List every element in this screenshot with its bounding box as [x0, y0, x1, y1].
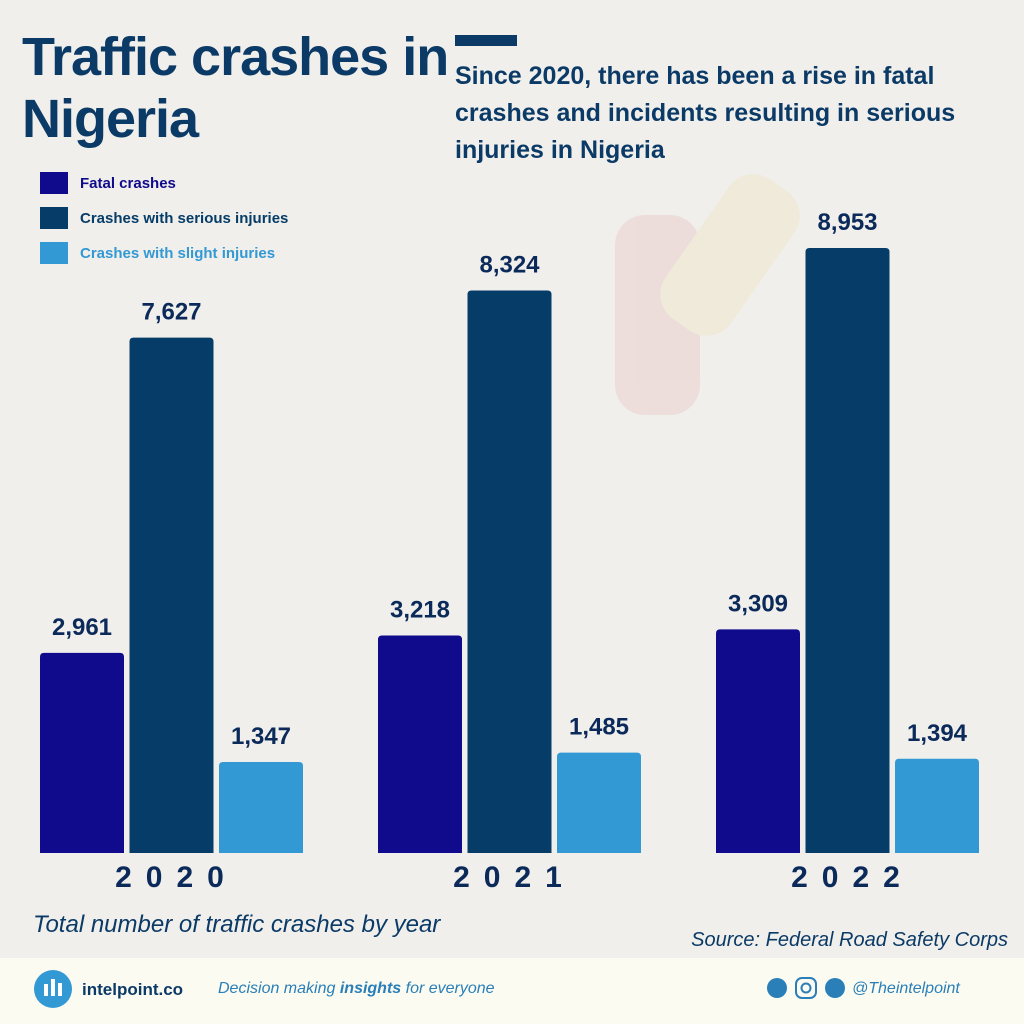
chart: Fatal crashes Crashes with serious injuri… [33, 35, 1008, 951]
value-label: 1,394 [907, 720, 968, 747]
value-label: 2,961 [52, 614, 112, 641]
value-label: 8,953 [817, 209, 877, 236]
x-tick-label: 2022 [791, 861, 914, 894]
value-label: 8,324 [479, 252, 540, 279]
legend-swatch [40, 172, 68, 194]
accent-dash [455, 35, 517, 46]
bar [805, 248, 890, 853]
tagline-text: for everyone [405, 980, 495, 997]
bar [716, 629, 800, 853]
tagline: Decision making insights for everyone [218, 980, 495, 998]
footer-icons [34, 970, 845, 1008]
background-illustration [615, 174, 800, 415]
bar [895, 758, 979, 853]
bar [378, 635, 462, 853]
value-label: 3,309 [728, 590, 788, 617]
value-label: 1,485 [569, 714, 629, 741]
bar [40, 652, 124, 853]
bar [129, 337, 214, 853]
footer: intelpoint.co Decision making insights f… [0, 958, 1024, 1024]
bar [467, 290, 552, 853]
value-label: 7,627 [141, 299, 201, 326]
legend-swatch [40, 242, 68, 264]
caption: Total number of traffic crashes by year [33, 911, 441, 938]
x-tick-label: 2020 [115, 861, 238, 894]
legend-label: Crashes with serious injuries [80, 210, 288, 227]
x-tick-label: 2021 [453, 861, 576, 894]
legend-swatch [40, 207, 68, 229]
chart-subtitle: Since 2020, there has been a rise in fat… [455, 62, 956, 164]
value-label: 1,347 [231, 723, 291, 750]
social-handle: @Theintelpoint [852, 980, 960, 997]
tagline-text: Decision making [218, 980, 336, 997]
tagline-emphasis: insights [339, 980, 402, 997]
value-label: 3,218 [390, 597, 450, 624]
legend-label: Crashes with slight injuries [80, 245, 275, 262]
legend-label: Fatal crashes [80, 175, 176, 192]
brand: intelpoint.co [82, 980, 184, 999]
source: Source: Federal Road Safety Corps [691, 929, 1008, 951]
chart-title: Traffic crashes in Nigeria [22, 27, 449, 149]
bar [557, 752, 641, 853]
bar [219, 761, 303, 853]
